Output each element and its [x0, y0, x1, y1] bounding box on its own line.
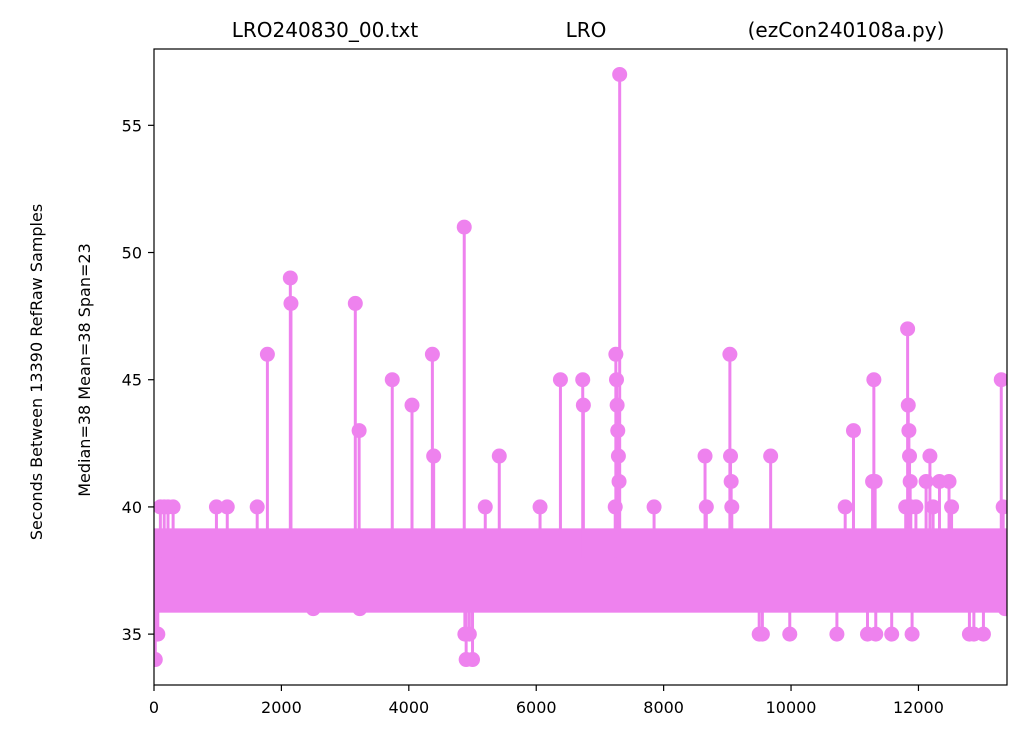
- stem-marker: [610, 423, 626, 439]
- stem-marker: [424, 346, 440, 362]
- stem-marker: [305, 601, 321, 617]
- x-tick-label: 0: [149, 698, 159, 717]
- stem-marker: [477, 499, 493, 515]
- stem-marker: [941, 473, 957, 489]
- x-tick-label: 4000: [388, 698, 429, 717]
- stem-marker: [944, 499, 960, 515]
- stem-marker: [575, 372, 591, 388]
- stem-marker: [208, 499, 224, 515]
- y-axis-label-line2: Median=38 Mean=38 Span=23: [75, 243, 94, 497]
- stem-marker: [845, 423, 861, 439]
- stem-marker: [575, 397, 591, 413]
- stem-marker: [219, 499, 235, 515]
- chart-title: LRO240830_00.txt LRO (ezCon240108a.py): [232, 18, 945, 42]
- stem-marker: [997, 601, 1007, 617]
- stem-marker: [456, 219, 472, 235]
- stem-marker: [351, 423, 367, 439]
- stem-marker: [608, 372, 624, 388]
- y-tick-label: 50: [122, 244, 142, 263]
- stem-marker: [722, 346, 738, 362]
- stem-marker: [902, 473, 918, 489]
- stem-marker: [868, 626, 884, 642]
- stem-marker: [901, 423, 917, 439]
- y-axis-label-line1: Seconds Between 13390 RefRaw Samples: [27, 204, 46, 540]
- stem-marker: [532, 499, 548, 515]
- stem-marker: [259, 346, 275, 362]
- plot-area: [154, 66, 1007, 668]
- x-tick-label: 12000: [893, 698, 944, 717]
- stem-marker: [609, 397, 625, 413]
- stem-marker: [465, 652, 481, 668]
- stem-marker: [384, 372, 400, 388]
- stem-marker: [993, 372, 1007, 388]
- plot-frame: [153, 48, 1008, 686]
- stem-marker: [866, 372, 882, 388]
- x-tick-label: 2000: [261, 698, 302, 717]
- chart-title-station: LRO: [566, 18, 607, 42]
- y-tick-label: 40: [122, 498, 142, 517]
- stem-marker: [908, 499, 924, 515]
- stem-marker: [282, 270, 298, 286]
- x-tick-label: 10000: [766, 698, 817, 717]
- y-tick-label: 55: [122, 116, 142, 135]
- x-tick-label: 6000: [516, 698, 557, 717]
- stem-marker: [461, 626, 477, 642]
- stem-marker: [867, 473, 883, 489]
- stem-marker: [347, 295, 363, 311]
- stem-marker: [829, 626, 845, 642]
- stem-marker: [884, 626, 900, 642]
- y-tick-label: 35: [122, 625, 142, 644]
- stem-marker: [491, 448, 507, 464]
- x-axis: 0 2000 4000 6000 8000 10000 12000: [149, 685, 944, 717]
- stem-marker: [763, 448, 779, 464]
- stem-marker: [426, 448, 442, 464]
- stem-marker: [723, 448, 739, 464]
- stem-marker: [900, 397, 916, 413]
- stem-marker: [754, 626, 770, 642]
- stem-marker: [782, 626, 798, 642]
- stem-marker: [352, 601, 368, 617]
- y-axis: 35 40 45 50 55: [122, 116, 154, 644]
- stem-marker: [697, 448, 713, 464]
- dense-sample-band: [154, 528, 1007, 613]
- stem-marker: [904, 626, 920, 642]
- stem-marker: [404, 397, 420, 413]
- stem-marker: [283, 295, 299, 311]
- stem-marker: [552, 372, 568, 388]
- stem-marker: [154, 626, 166, 642]
- stem-marker: [995, 499, 1007, 515]
- stem-marker: [902, 448, 918, 464]
- stem-marker: [249, 499, 265, 515]
- chart-title-script: (ezCon240108a.py): [748, 18, 945, 42]
- stem-marker: [837, 499, 853, 515]
- y-axis-label: Seconds Between 13390 RefRaw Samples Med…: [27, 204, 94, 540]
- stem-marker: [646, 499, 662, 515]
- y-tick-label: 45: [122, 371, 142, 390]
- stem-marker: [925, 499, 941, 515]
- stem-marker: [724, 499, 740, 515]
- stem-marker: [900, 321, 916, 337]
- stem-marker: [165, 499, 181, 515]
- stem-marker: [154, 652, 163, 668]
- stem-marker: [975, 626, 991, 642]
- chart-title-filename: LRO240830_00.txt: [232, 18, 419, 42]
- stem-marker: [612, 66, 628, 82]
- stem-marker: [698, 499, 714, 515]
- stem-marker: [922, 448, 938, 464]
- x-tick-label: 8000: [643, 698, 684, 717]
- stem-marker: [723, 473, 739, 489]
